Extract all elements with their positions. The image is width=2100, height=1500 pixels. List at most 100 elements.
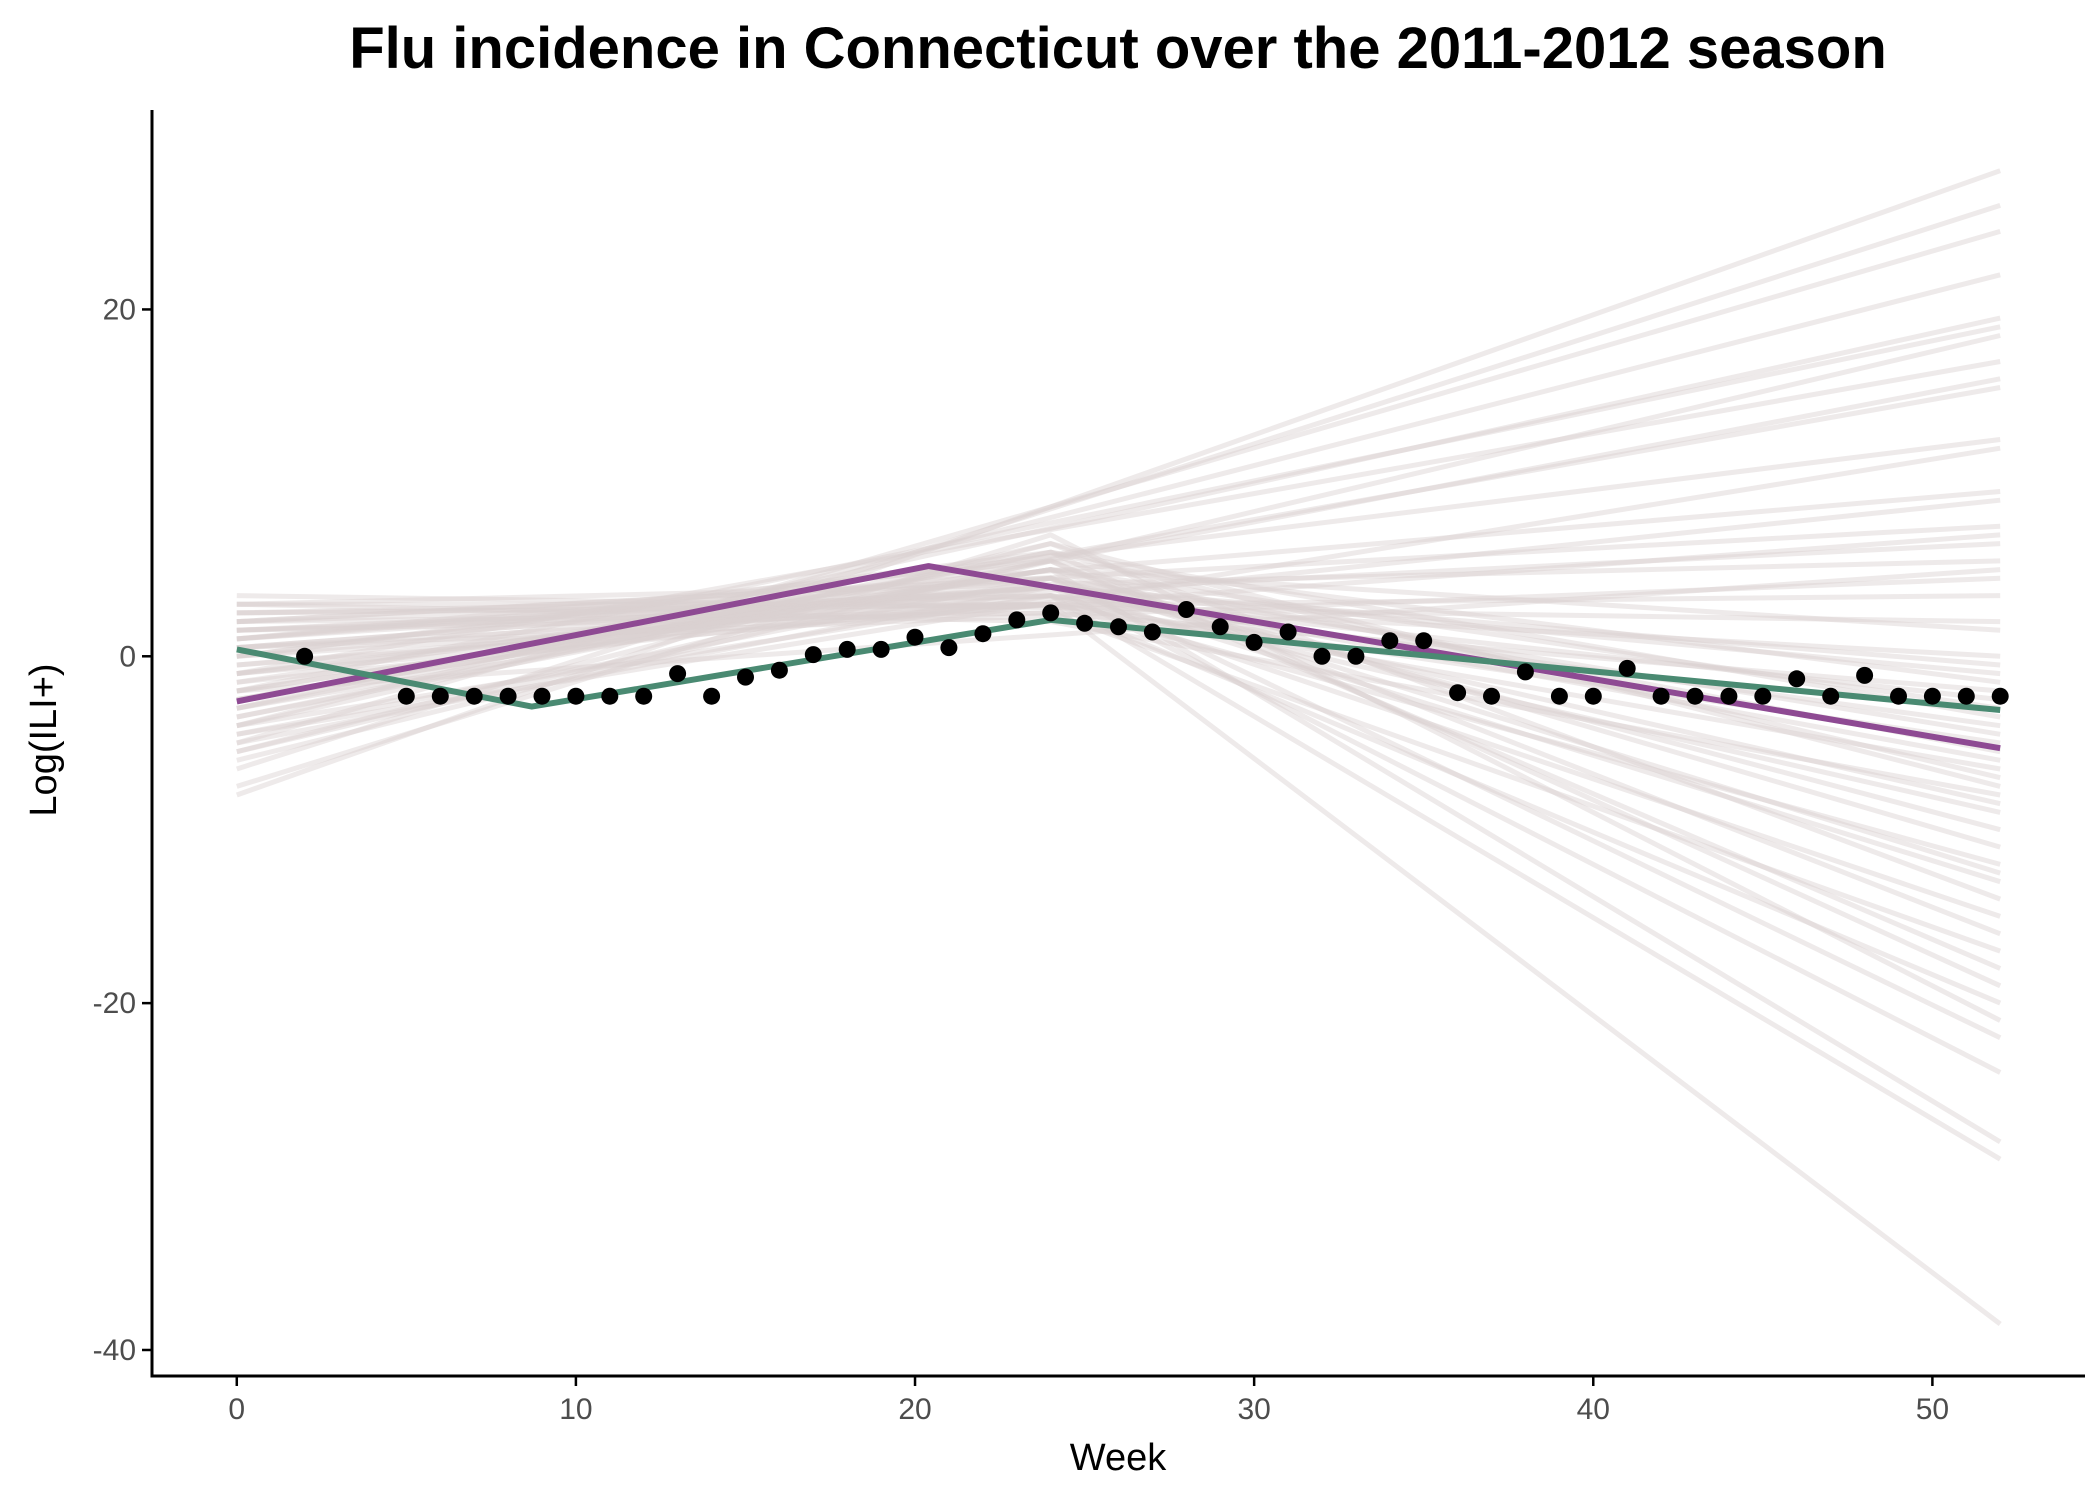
posterior-line-14 xyxy=(236,575,2001,833)
observed-points xyxy=(296,601,2009,705)
observed-point xyxy=(567,687,585,705)
observed-point xyxy=(1177,601,1195,618)
observed-point xyxy=(1483,687,1500,705)
posterior-line-24 xyxy=(236,601,2001,659)
posterior-line-49 xyxy=(236,593,2001,625)
observed-point xyxy=(1584,687,1602,705)
posterior-line-33 xyxy=(236,324,2001,694)
observed-point xyxy=(737,668,754,686)
posterior-line-0 xyxy=(236,601,2002,1326)
x-tick-label: 20 xyxy=(898,1393,931,1426)
observed-point xyxy=(635,687,653,705)
observed-point xyxy=(1890,687,1907,705)
posterior-line-50 xyxy=(236,567,2001,711)
posterior-line-17 xyxy=(236,549,2001,781)
observed-point xyxy=(1788,670,1806,688)
observed-point xyxy=(1042,604,1060,622)
posterior-line-36 xyxy=(236,376,2001,720)
posterior-line-30 xyxy=(236,228,2001,746)
posterior-line-34 xyxy=(236,333,2001,755)
x-tick-label: 0 xyxy=(228,1393,245,1426)
posterior-line-54 xyxy=(236,549,2001,720)
observed-point xyxy=(1516,663,1534,681)
observed-point xyxy=(1381,632,1399,650)
posterior-line-38 xyxy=(236,437,2001,659)
posterior-line-47 xyxy=(236,575,2001,651)
observed-point xyxy=(669,665,687,683)
observed-point xyxy=(1618,659,1636,677)
posterior-lines xyxy=(235,168,2002,1326)
observed-point xyxy=(601,687,619,705)
posterior-line-37 xyxy=(236,385,2001,703)
observed-point xyxy=(1720,687,1738,705)
observed-point xyxy=(1822,687,1840,705)
observed-point xyxy=(1211,618,1229,636)
observed-point xyxy=(1923,687,1941,705)
y-tick-label: -40 xyxy=(93,1334,136,1367)
posterior-line-15 xyxy=(236,593,2001,815)
posterior-line-4 xyxy=(236,575,2002,1041)
posterior-line-12 xyxy=(236,601,2001,867)
y-axis-ticks: -40 -20 0 20 xyxy=(93,293,152,1367)
y-tick-label: 20 xyxy=(103,293,136,326)
x-axis-title: Week xyxy=(1070,1437,1167,1479)
observed-point xyxy=(431,687,449,705)
posterior-line-44 xyxy=(236,541,2001,633)
observed-point xyxy=(397,687,415,705)
observed-point xyxy=(703,687,721,705)
observed-point xyxy=(1245,633,1263,651)
observed-point xyxy=(499,687,517,705)
posterior-line-29 xyxy=(236,203,2001,772)
posterior-line-40 xyxy=(236,489,2001,642)
observed-point xyxy=(533,687,551,705)
posterior-line-9 xyxy=(236,593,2002,919)
posterior-line-41 xyxy=(236,497,2001,685)
posterior-line-35 xyxy=(236,359,2001,677)
observed-point xyxy=(1686,687,1704,705)
posterior-line-13 xyxy=(236,567,2001,850)
observed-point xyxy=(1652,687,1670,705)
posterior-line-31 xyxy=(236,272,2001,729)
posterior-line-6 xyxy=(236,549,2002,989)
posterior-line-42 xyxy=(236,523,2001,625)
fit-line-purple xyxy=(236,563,2001,752)
y-tick-label: 0 xyxy=(119,640,136,673)
observed-point xyxy=(465,687,483,705)
observed-point xyxy=(770,661,788,679)
observed-point xyxy=(1076,614,1094,632)
y-axis-title: Log(ILI+) xyxy=(23,663,65,816)
observed-point xyxy=(296,647,314,665)
observed-point xyxy=(1957,687,1975,705)
posterior-line-56 xyxy=(236,567,2001,755)
observed-point xyxy=(1550,687,1568,705)
posterior-line-48 xyxy=(236,593,2001,616)
y-tick-label: -20 xyxy=(93,987,136,1020)
posterior-line-39 xyxy=(236,445,2001,737)
observed-point xyxy=(1449,684,1467,702)
observed-point xyxy=(974,625,992,643)
posterior-line-28 xyxy=(235,168,2002,798)
observed-point xyxy=(804,646,822,664)
x-tick-label: 50 xyxy=(1916,1393,1949,1426)
observed-point xyxy=(1279,623,1297,641)
posterior-line-1 xyxy=(236,593,2002,1162)
observed-point xyxy=(906,628,924,646)
observed-point xyxy=(940,639,958,657)
posterior-line-57 xyxy=(236,601,2001,772)
observed-point xyxy=(1313,647,1331,665)
x-axis-ticks: 0 10 20 30 40 50 xyxy=(228,1376,1949,1426)
observed-point xyxy=(1991,687,2009,705)
observed-point xyxy=(838,640,856,658)
posterior-line-52 xyxy=(236,558,2001,685)
posterior-line-5 xyxy=(236,601,2002,1006)
observed-point xyxy=(1008,611,1026,629)
posterior-line-45 xyxy=(236,558,2001,607)
observed-point xyxy=(872,640,890,658)
observed-point xyxy=(1856,666,1874,684)
posterior-line-58 xyxy=(236,541,2001,789)
x-tick-label: 10 xyxy=(559,1393,592,1426)
observed-point xyxy=(1347,647,1365,665)
x-tick-label: 30 xyxy=(1237,1393,1270,1426)
posterior-line-53 xyxy=(236,593,2001,729)
